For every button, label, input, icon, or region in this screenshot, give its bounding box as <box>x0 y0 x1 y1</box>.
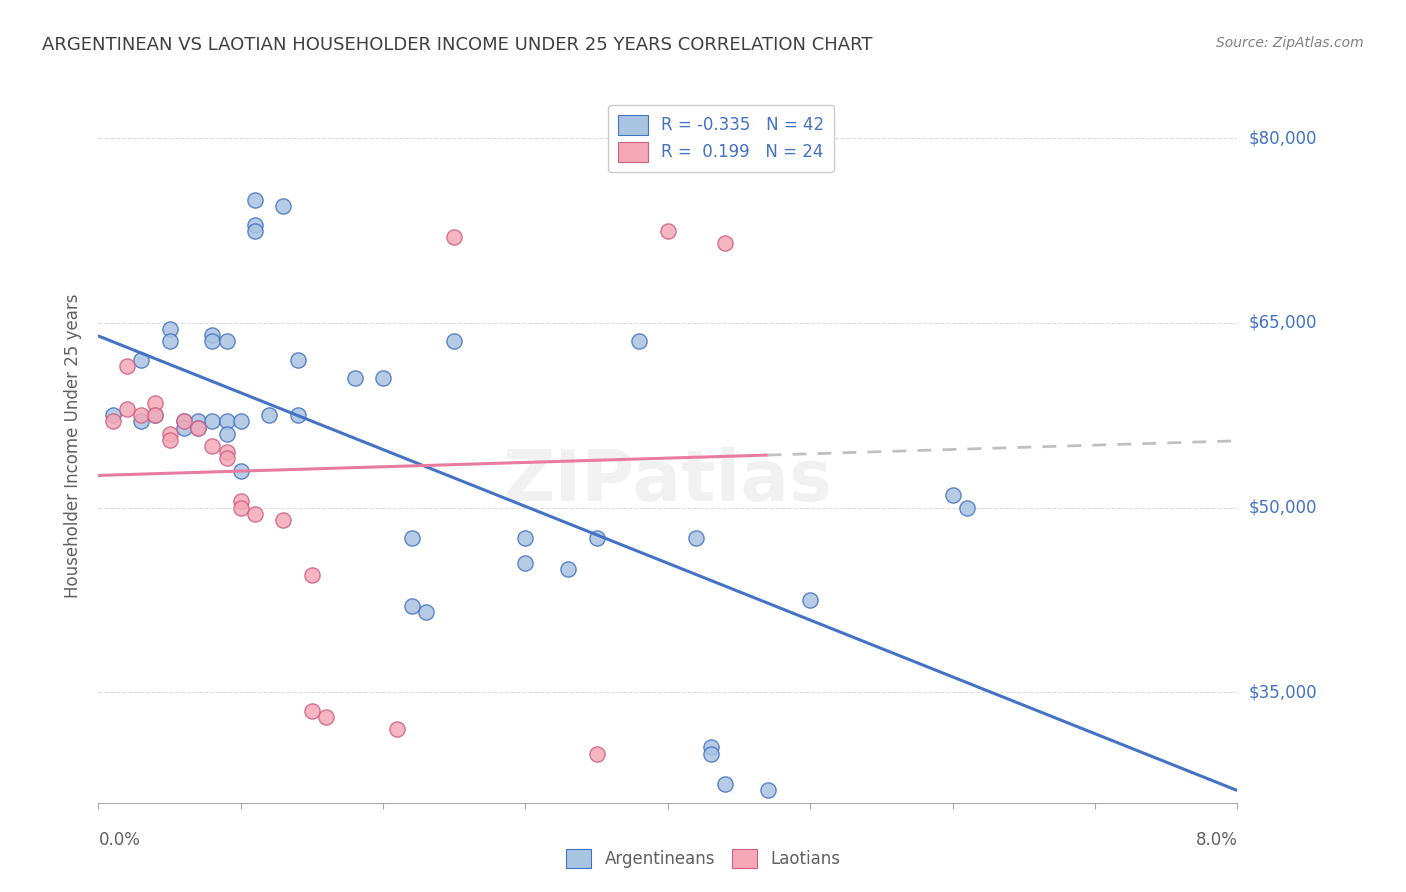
Text: ZIPatlas: ZIPatlas <box>503 447 832 516</box>
Point <box>159 426 181 441</box>
Point <box>187 420 209 434</box>
Point <box>243 193 266 207</box>
Point <box>173 420 195 434</box>
Point <box>229 494 252 508</box>
Text: $80,000: $80,000 <box>1249 129 1317 147</box>
Point <box>628 334 651 349</box>
Point <box>173 414 195 428</box>
Point <box>101 414 124 428</box>
Point <box>201 334 224 349</box>
Y-axis label: Householder Income Under 25 years: Householder Income Under 25 years <box>65 293 83 599</box>
Point <box>129 414 152 428</box>
Point <box>187 414 209 428</box>
Text: 8.0%: 8.0% <box>1195 831 1237 849</box>
Point <box>699 740 721 755</box>
Point <box>229 464 252 478</box>
Point <box>201 414 224 428</box>
Point <box>201 439 224 453</box>
Point <box>243 224 266 238</box>
Point <box>301 568 323 582</box>
Point <box>115 359 138 373</box>
Point <box>215 451 238 466</box>
Point <box>343 371 366 385</box>
Point <box>387 722 409 736</box>
Point <box>159 433 181 447</box>
Point <box>443 230 465 244</box>
Point <box>443 334 465 349</box>
Point <box>145 409 167 423</box>
Legend: R = -0.335   N = 42, R =  0.199   N = 24: R = -0.335 N = 42, R = 0.199 N = 24 <box>607 104 834 172</box>
Point <box>229 414 252 428</box>
Point <box>371 371 394 385</box>
Point <box>401 531 423 545</box>
Point <box>115 402 138 417</box>
Point <box>315 709 337 723</box>
Point <box>942 488 965 502</box>
Text: $50,000: $50,000 <box>1249 499 1317 516</box>
Point <box>101 409 124 423</box>
Point <box>585 747 607 761</box>
Point <box>273 199 295 213</box>
Point <box>215 414 238 428</box>
Point <box>515 531 537 545</box>
Text: $35,000: $35,000 <box>1249 683 1317 701</box>
Legend: Argentineans, Laotians: Argentineans, Laotians <box>560 842 846 875</box>
Point <box>259 409 281 423</box>
Point <box>187 420 209 434</box>
Point <box>657 224 679 238</box>
Text: ARGENTINEAN VS LAOTIAN HOUSEHOLDER INCOME UNDER 25 YEARS CORRELATION CHART: ARGENTINEAN VS LAOTIAN HOUSEHOLDER INCOM… <box>42 36 873 54</box>
Point <box>215 426 238 441</box>
Point <box>243 507 266 521</box>
Point <box>215 334 238 349</box>
Point <box>685 531 707 545</box>
Point <box>557 562 579 576</box>
Point <box>515 556 537 570</box>
Point <box>145 396 167 410</box>
Point <box>401 599 423 613</box>
Point <box>756 783 779 797</box>
Point <box>714 777 737 791</box>
Text: Source: ZipAtlas.com: Source: ZipAtlas.com <box>1216 36 1364 50</box>
Point <box>129 352 152 367</box>
Point <box>287 409 309 423</box>
Point <box>229 500 252 515</box>
Point <box>159 322 181 336</box>
Point <box>215 445 238 459</box>
Point <box>415 605 437 619</box>
Point <box>145 409 167 423</box>
Point <box>201 328 224 343</box>
Point <box>714 235 737 250</box>
Point <box>287 352 309 367</box>
Point <box>129 409 152 423</box>
Point <box>273 513 295 527</box>
Text: $65,000: $65,000 <box>1249 314 1317 332</box>
Point <box>159 334 181 349</box>
Point <box>301 704 323 718</box>
Point <box>699 747 721 761</box>
Point <box>585 531 607 545</box>
Point <box>173 414 195 428</box>
Text: 0.0%: 0.0% <box>98 831 141 849</box>
Point <box>243 218 266 232</box>
Point <box>799 592 821 607</box>
Point <box>956 500 979 515</box>
